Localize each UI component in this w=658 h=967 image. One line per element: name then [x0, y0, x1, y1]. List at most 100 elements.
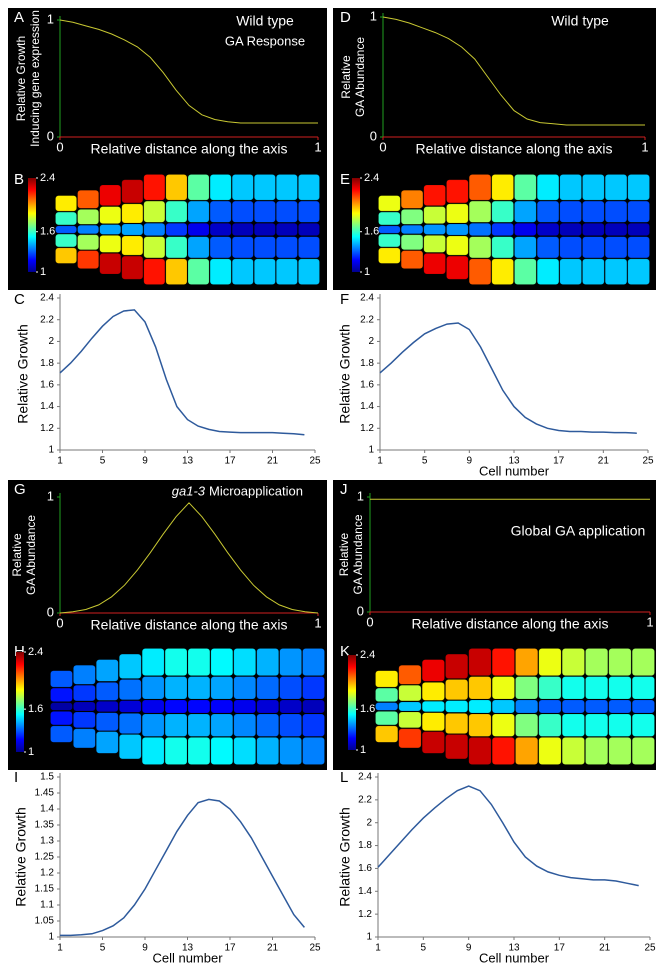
panel-title: Wild type [551, 13, 609, 29]
tissue-cell [210, 676, 234, 700]
tissue-cell [375, 711, 399, 726]
tissue-cell [631, 648, 655, 676]
tissue-cell [73, 701, 96, 712]
tissue-cell [119, 700, 142, 713]
tissue-cell [77, 234, 99, 251]
y-tick-label: 1 [357, 488, 364, 503]
tissue-cell [445, 679, 469, 701]
tissue-cell [187, 236, 210, 259]
tissue-cell [164, 648, 188, 676]
tissue-cell [375, 702, 399, 711]
tissue-cell [582, 200, 605, 223]
colorbar-tick-label: 1.6 [40, 226, 55, 238]
y-axis-label: Relative [337, 533, 351, 577]
y-axis-label: Relative [339, 55, 353, 99]
y-axis-label: Relative Growth [15, 324, 31, 424]
y-tick-label: 1.6 [40, 379, 54, 390]
tissue-cell [275, 223, 298, 236]
tissue-cell [50, 711, 73, 726]
colorbar-tick-label: 1.6 [28, 703, 43, 715]
tissue-cell [582, 223, 605, 236]
tissue-cell [627, 200, 650, 223]
x-tick-label: 17 [224, 943, 236, 954]
tissue-cell [559, 200, 582, 223]
panel-title: Wild type [236, 13, 294, 29]
tissue-cell [423, 253, 446, 275]
data-line [59, 502, 319, 614]
y-axis-label: Relative [10, 533, 24, 577]
tissue-cell [515, 713, 539, 737]
x-axis-label: Relative distance along the axis [416, 141, 613, 157]
tissue-cell [468, 676, 492, 700]
tissue-cell [164, 737, 188, 765]
y-tick-label: 1 [47, 11, 54, 26]
y-tick-label: 1 [48, 445, 54, 456]
tissue-cell [608, 648, 632, 676]
tissue-cell [209, 200, 232, 223]
data-line [59, 309, 305, 436]
tissue-cell [468, 699, 492, 714]
y-tick-label: 1.4 [360, 401, 374, 412]
panel-letter: F [340, 291, 349, 308]
tissue-cell [400, 224, 424, 234]
tissue-cell [141, 648, 165, 676]
y-tick-label: 0 [47, 604, 54, 619]
tissue-cell [55, 211, 77, 226]
tissue-cell [279, 648, 302, 676]
tissue-cell [398, 664, 422, 685]
tissue-cell [608, 737, 632, 765]
tissue-cell [446, 179, 469, 204]
tissue-cell [468, 258, 492, 285]
y-tick-label: 1.6 [358, 863, 372, 874]
tissue-cell [468, 174, 492, 201]
y-tick-label: 1.4 [358, 886, 372, 897]
tissue-cell [275, 236, 298, 259]
tissue-cell [121, 235, 144, 256]
tissue-cell [164, 699, 188, 714]
colorbar-tick-label: 1 [360, 744, 366, 756]
tissue-cell [582, 174, 605, 201]
tissue-cell [400, 250, 424, 269]
tissue-cell [398, 701, 422, 712]
panel-letter: D [340, 9, 351, 26]
tissue-cell [50, 687, 73, 702]
tissue-cell [514, 258, 537, 285]
tissue-cell [55, 233, 77, 248]
tissue-cell [231, 223, 254, 236]
colorbar [352, 178, 360, 272]
x-axis-label: Cell number [152, 950, 223, 965]
data-line [379, 322, 637, 434]
tissue-cell [538, 699, 562, 714]
y-axis-label: Relative Growth [337, 807, 353, 907]
tissue-cell [256, 737, 279, 765]
panel-title: Microapplication [209, 483, 303, 498]
tissue-cell [99, 235, 122, 253]
y-tick-label: 1.25 [35, 852, 55, 863]
tissue-cell [631, 699, 655, 714]
tissue-cell [50, 725, 73, 743]
tissue-cell [121, 179, 144, 204]
x-axis-label: Relative distance along the axis [91, 141, 288, 157]
tissue-cell [538, 713, 562, 737]
tissue-cell [254, 236, 276, 259]
tissue-cell [165, 200, 188, 223]
tissue-cell [298, 236, 320, 259]
tissue-cell [604, 258, 628, 285]
tissue-cell [423, 184, 446, 206]
tissue-cell [99, 184, 122, 206]
tissue-cell [96, 682, 119, 701]
tissue-cell [143, 223, 166, 236]
y-axis-label: GA Abundance [24, 515, 38, 595]
tissue-cell [119, 713, 142, 734]
tissue-cell [187, 713, 211, 737]
x-tick-label: 21 [599, 943, 611, 954]
y-tick-label: 1.35 [35, 820, 55, 831]
y-tick-label: 0 [357, 603, 364, 618]
y-tick-label: 1.2 [40, 868, 54, 879]
tissue-cell [231, 258, 254, 285]
colorbar [28, 178, 36, 272]
y-tick-label: 1 [370, 8, 377, 23]
tissue-cell [233, 737, 257, 765]
x-tick-label: 25 [309, 456, 321, 467]
panel-letter: I [14, 769, 18, 786]
